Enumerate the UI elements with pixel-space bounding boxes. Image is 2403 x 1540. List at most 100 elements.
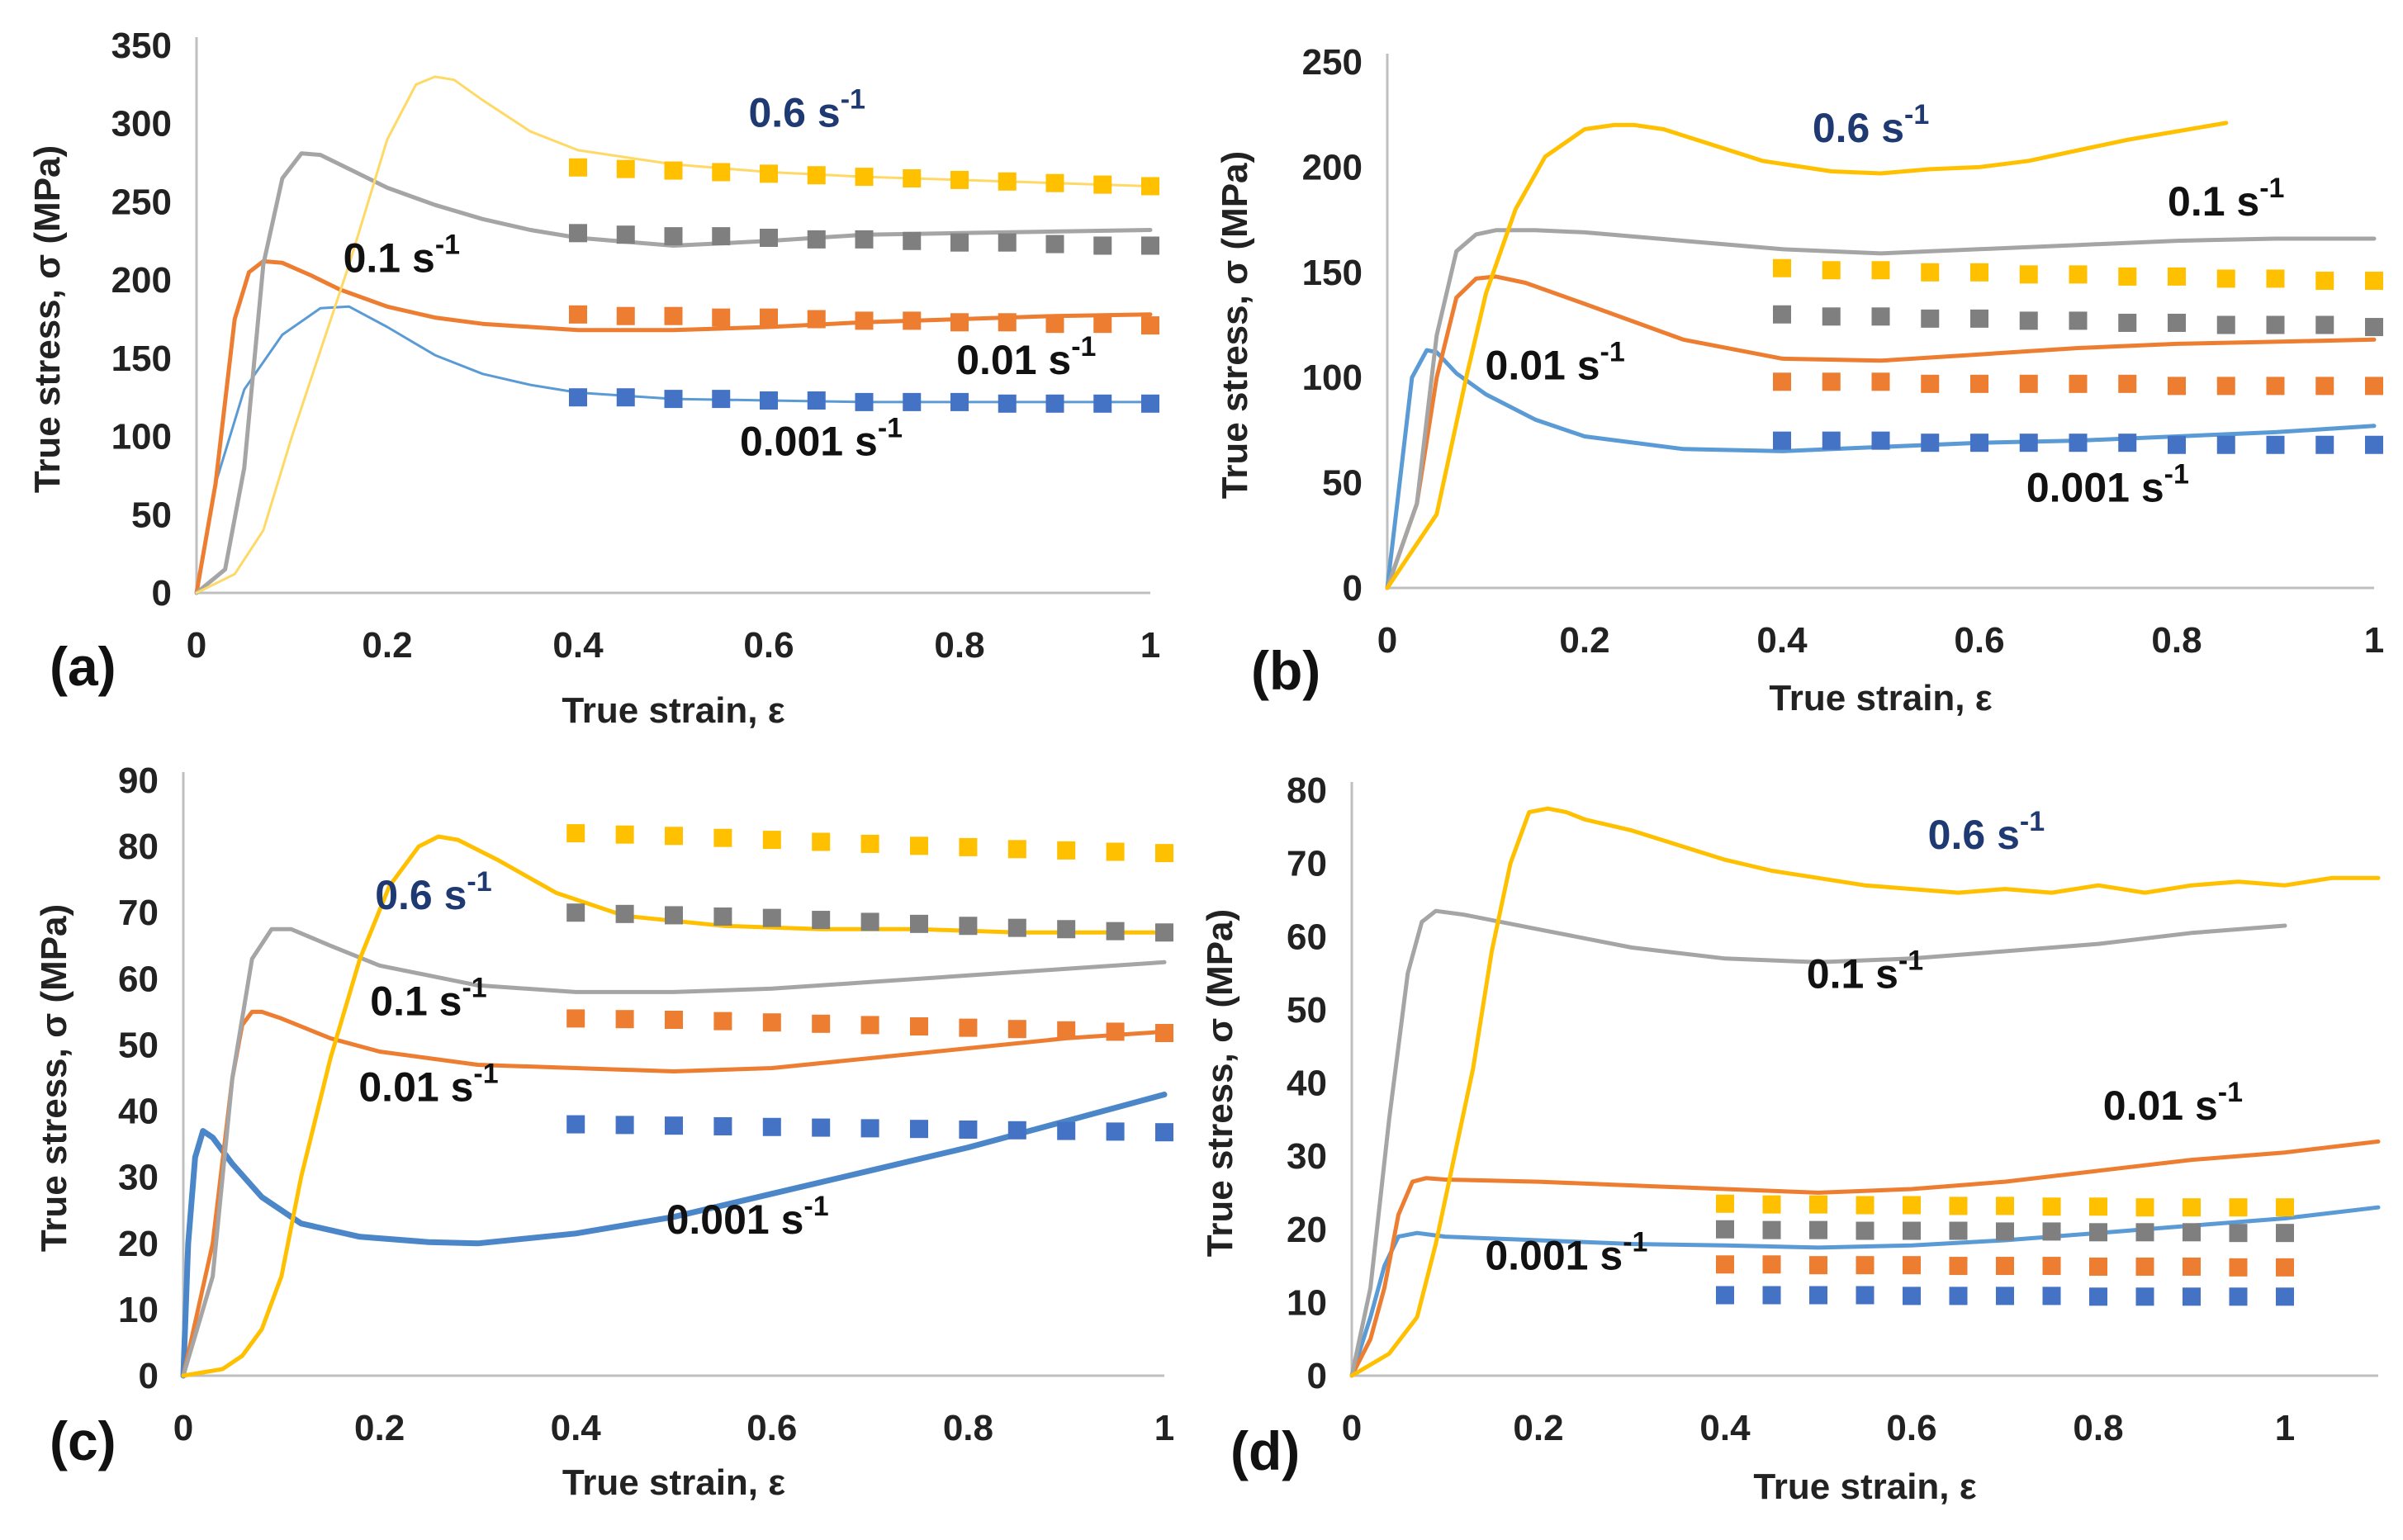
panel-c-marker-0-001-s-1 (860, 1119, 879, 1138)
panel-b-marker-0-1-s-1 (2019, 311, 2038, 330)
panel-d-marker-0-6-s-1 (1949, 1196, 1968, 1215)
panel-b-marker-0-001-s-1 (1822, 431, 1841, 450)
panel-a-y-tick-label: 0 (152, 573, 172, 614)
panel-c-y-tick-label: 0 (139, 1356, 159, 1396)
panel-d-marker-0-6-s-1 (2276, 1198, 2294, 1217)
panel-a-marker-0-001-s-1 (903, 392, 922, 411)
panel-b-marker-0-01-s-1 (2069, 374, 2088, 393)
panel-a-annotation: 0.01 s-1 (956, 331, 1096, 383)
panel-d-line-0-6-s-1 (1349, 806, 2381, 1378)
panel-b-marker-0-1-s-1 (1871, 307, 1890, 326)
panel-b-marker-0-01-s-1 (2118, 374, 2137, 393)
panel-d-x-tick-label: 0.4 (1699, 1408, 1751, 1448)
panel-a-marker-0-1-s-1 (1045, 235, 1064, 254)
panel-b-marker-0-1-s-1 (1822, 307, 1841, 326)
panel-d-marker-0-6-s-1 (1809, 1195, 1827, 1214)
panel-b-y-tick-label: 250 (1302, 42, 1363, 83)
panel-d-y-axis-label: True stress, σ (MPa) (1200, 909, 1240, 1257)
panel-d-marker-0-1-s-1 (1716, 1220, 1734, 1239)
panel-a-y-tick-label: 200 (111, 260, 172, 301)
panel-d-marker-0-01-s-1 (1949, 1257, 1968, 1276)
panel-a-marker-0-001-s-1 (712, 390, 731, 409)
panel-a-x-tick-label: 0.2 (362, 625, 412, 666)
panel-a-x-tick-label: 0 (187, 625, 206, 666)
panel-a-marker-0-001-s-1 (760, 391, 778, 410)
panel-d-marker-0-1-s-1 (2042, 1222, 2061, 1241)
panel-c-marker-0-1-s-1 (910, 914, 928, 933)
panel-b-marker-0-001-s-1 (1970, 434, 1988, 453)
panel-d-y-tick-label: 30 (1287, 1136, 1327, 1177)
panel-b-marker-0-6-s-1 (2266, 269, 2285, 288)
panel-c-x-tick-label: 1 (1154, 1408, 1174, 1448)
panel-b-marker-0-1-s-1 (2168, 313, 2186, 332)
panel-a-marker-0-1-s-1 (807, 230, 826, 249)
panel-c-marker-0-1-s-1 (762, 908, 781, 927)
panel-c-marker-0-01-s-1 (762, 1013, 781, 1032)
panel-d-x-tick-label: 0.2 (1513, 1408, 1563, 1448)
panel-d-marker-0-6-s-1 (1903, 1196, 1921, 1215)
panel-d-annotation: 0.6 s-1 (1928, 806, 2045, 858)
panel-a-marker-0-001-s-1 (664, 390, 683, 409)
panel-b-marker-0-01-s-1 (2019, 374, 2038, 393)
panel-d-marker-0-1-s-1 (2229, 1224, 2248, 1243)
panel-b-marker-0-001-s-1 (1773, 431, 1791, 450)
panel-c-marker-0-6-s-1 (860, 834, 879, 853)
panel-b-marker-0-1-s-1 (1773, 305, 1791, 324)
panel-b-marker-0-6-s-1 (2315, 271, 2334, 290)
panel-c-marker-0-1-s-1 (665, 906, 683, 925)
panel-c-marker-0-6-s-1 (1155, 844, 1173, 863)
panel-c-marker-0-001-s-1 (566, 1115, 585, 1134)
panel-d-marker-0-1-s-1 (1856, 1221, 1875, 1240)
panel-b-line-0-1-s-1 (1385, 228, 2377, 590)
panel-d-marker-0-01-s-1 (1809, 1256, 1827, 1275)
panel-a-marker-0-001-s-1 (616, 388, 635, 407)
panel-c-y-tick-label: 30 (118, 1158, 159, 1198)
panel-c-marker-0-01-s-1 (959, 1018, 978, 1037)
panel-b-marker-0-001-s-1 (2019, 434, 2038, 453)
panel-b-label: (b) (1251, 640, 1320, 701)
panel-a-label: (a) (50, 636, 116, 697)
panel-d-marker-0-1-s-1 (1903, 1221, 1921, 1240)
panel-c-x-tick-label: 0.2 (354, 1408, 405, 1448)
panel-b-x-tick-label: 0.6 (1954, 620, 2004, 661)
panel-d-marker-0-6-s-1 (2135, 1198, 2154, 1217)
panel-c-marker-0-001-s-1 (1106, 1122, 1125, 1141)
panel-a-marker-0-6-s-1 (855, 168, 874, 187)
panel-c-marker-0-01-s-1 (713, 1012, 732, 1031)
panel-b-marker-0-6-s-1 (1773, 258, 1791, 277)
panel-d-marker-0-01-s-1 (2135, 1257, 2154, 1276)
panel-c-marker-0-01-s-1 (1106, 1022, 1125, 1041)
panel-d-marker-0-01-s-1 (2042, 1257, 2061, 1276)
panel-b-marker-0-01-s-1 (1773, 372, 1791, 391)
panel-d-marker-0-01-s-1 (1856, 1256, 1875, 1275)
panel-a-marker-0-6-s-1 (664, 161, 683, 180)
panel-c-y-tick-label: 60 (118, 959, 159, 999)
panel-b-annotation: 0.1 s-1 (2168, 173, 2284, 225)
panel-c-x-tick-label: 0.8 (943, 1408, 993, 1448)
panel-b-x-tick-label: 0.8 (2151, 620, 2202, 661)
panel-d-y-tick-label: 70 (1287, 844, 1327, 884)
panel-d-y-tick-label: 50 (1287, 990, 1327, 1031)
panel-a-line-0-6-s-1 (195, 75, 1152, 595)
panel-a-marker-0-01-s-1 (855, 311, 874, 330)
panel-b-y-tick-label: 0 (1343, 568, 1363, 609)
panel-c-marker-0-6-s-1 (1007, 840, 1026, 859)
panel-c-annotation: 0.01 s-1 (358, 1059, 498, 1111)
panel-d-marker-0-001-s-1 (1856, 1286, 1875, 1305)
panel-b-marker-0-01-s-1 (1822, 372, 1841, 391)
panel-a-marker-0-1-s-1 (616, 225, 635, 244)
panel-d-marker-0-001-s-1 (2183, 1287, 2201, 1306)
panel-c-x-tick-label: 0.6 (746, 1408, 797, 1448)
panel-c-line-0-1-s-1 (181, 926, 1167, 1378)
panel-a-marker-0-6-s-1 (569, 158, 587, 177)
panel-b-marker-0-6-s-1 (2365, 271, 2383, 290)
panel-c-marker-0-1-s-1 (566, 903, 585, 922)
panel-c-marker-0-1-s-1 (860, 912, 879, 931)
panel-d-marker-0-01-s-1 (1903, 1256, 1921, 1275)
panel-d-y-tick-label: 40 (1287, 1064, 1327, 1104)
panel-a-marker-0-001-s-1 (807, 391, 826, 410)
panel-b-marker-0-1-s-1 (2365, 318, 2383, 337)
panel-d-marker-0-1-s-1 (1996, 1222, 2014, 1241)
panel-d-marker-0-01-s-1 (2276, 1258, 2294, 1277)
panel-b-y-tick-label: 100 (1302, 358, 1363, 398)
